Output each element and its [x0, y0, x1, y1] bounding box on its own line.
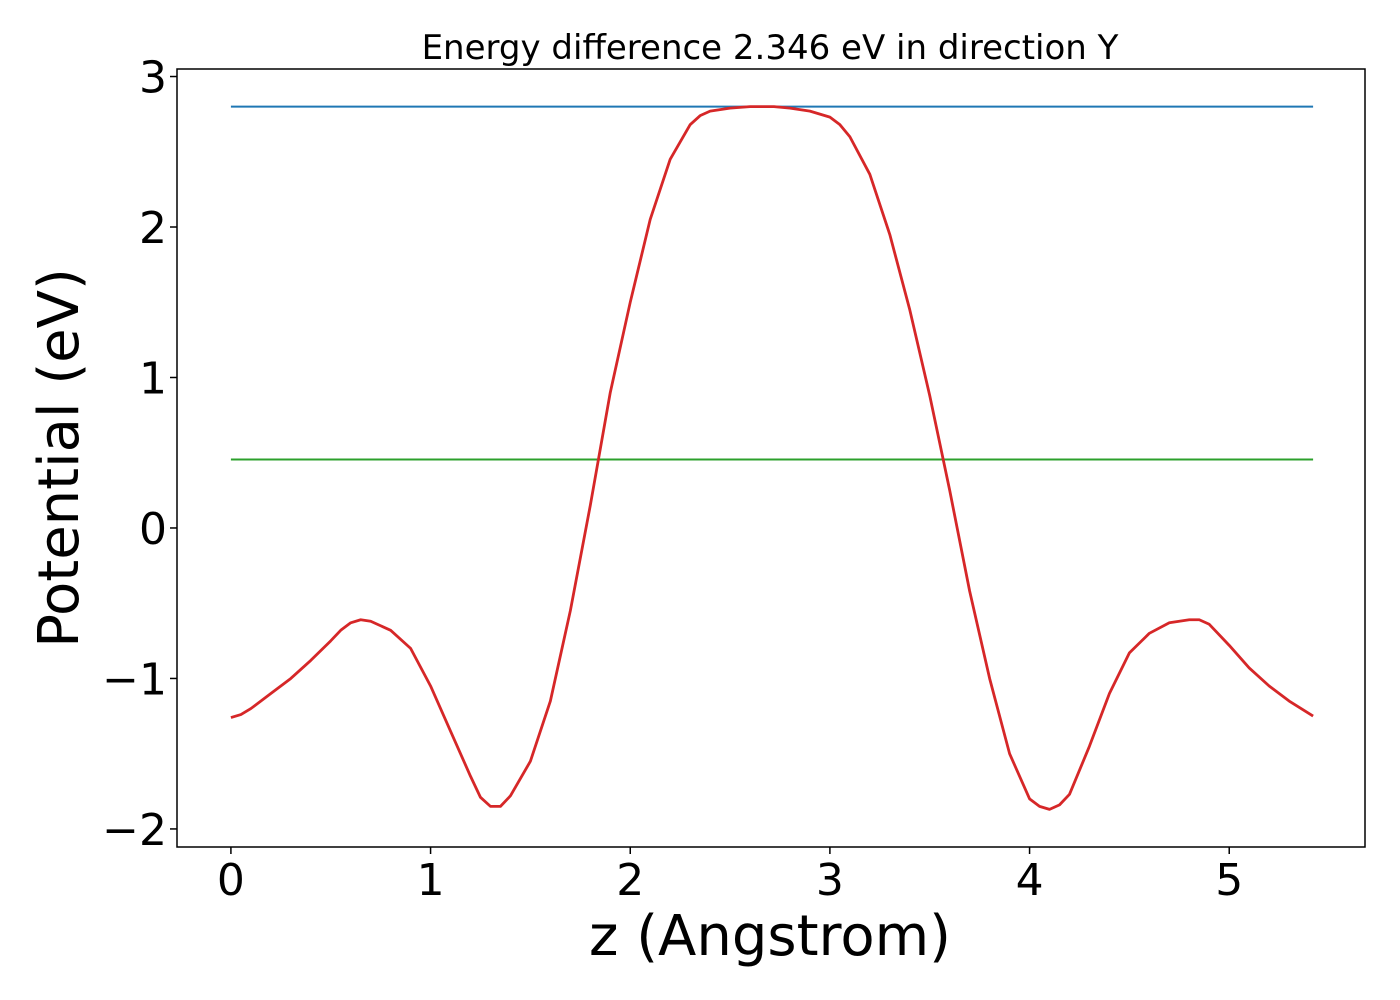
x-tick-label: 4 — [1016, 855, 1044, 906]
y-tick-label: −1 — [102, 654, 167, 705]
y-tick-label: −2 — [102, 805, 167, 856]
chart-title: Energy difference 2.346 eV in direction … — [422, 28, 1119, 68]
y-tick-label: 2 — [139, 203, 167, 254]
x-tick-label: 2 — [616, 855, 644, 906]
y-tick-label: 1 — [139, 353, 167, 404]
x-tick-label: 1 — [417, 855, 445, 906]
x-tick-label: 3 — [816, 855, 844, 906]
x-tick-label: 5 — [1215, 855, 1243, 906]
y-tick-label: 3 — [139, 53, 167, 104]
y-tick-label: 0 — [139, 504, 167, 555]
plot-area — [230, 105, 1314, 811]
y-axis-label: Potential (eV) — [27, 268, 92, 648]
x-axis-label: z (Angstrom) — [589, 904, 951, 969]
series-line-2 — [230, 105, 1314, 811]
plot-frame — [176, 68, 1366, 848]
x-tick-label: 0 — [217, 855, 245, 906]
axis-ticks: 0 1 2 3 4 5 −2 −1 0 1 2 3 — [102, 53, 1243, 906]
